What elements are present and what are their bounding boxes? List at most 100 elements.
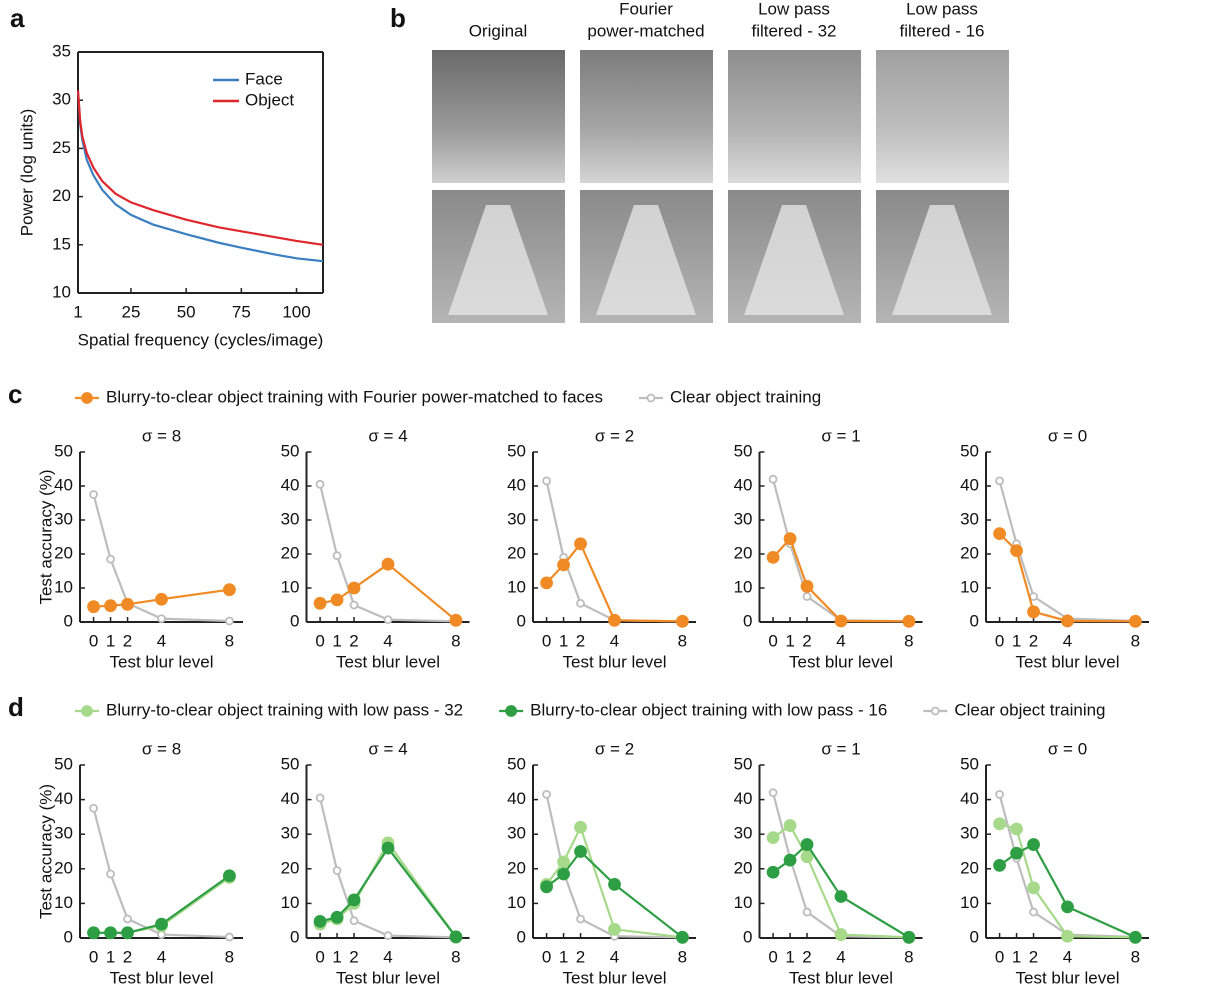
y-tick-label: 0 <box>970 927 979 946</box>
x-tick-label: 75 <box>232 302 251 321</box>
x-tick-label: 4 <box>836 631 845 650</box>
data-point <box>1061 900 1074 914</box>
column-header: Fourier <box>619 0 673 18</box>
data-point <box>574 537 587 551</box>
y-tick-label: 50 <box>281 754 300 773</box>
data-point <box>225 932 234 942</box>
x-tick-label: 1 <box>559 947 568 966</box>
y-axis-label: Test accuracy (%) <box>36 784 55 919</box>
y-tick-label: 30 <box>281 824 300 843</box>
y-tick-label: 40 <box>54 789 73 808</box>
y-tick-label: 20 <box>281 543 300 562</box>
y-tick-label: 20 <box>507 543 526 562</box>
x-tick-label: 0 <box>89 631 98 650</box>
y-tick-label: 10 <box>54 577 73 596</box>
data-point <box>330 910 344 924</box>
x-tick-label: 1 <box>73 302 82 321</box>
x-tick-label: 2 <box>1029 947 1038 966</box>
data-point <box>993 817 1006 831</box>
y-tick-label: 10 <box>734 577 753 596</box>
y-tick-label: 20 <box>734 858 753 877</box>
x-tick-label: 2 <box>576 631 585 650</box>
x-axis-label: Test blur level <box>110 652 214 671</box>
data-point <box>540 880 553 894</box>
data-point <box>574 845 587 858</box>
data-point <box>106 869 115 879</box>
data-point <box>800 838 814 851</box>
data-point <box>313 596 327 610</box>
column-header: Low pass <box>906 0 978 18</box>
chart-title: σ = 0 <box>1048 426 1087 445</box>
x-tick-label: 8 <box>678 947 687 966</box>
chart-title: σ = 2 <box>595 426 634 445</box>
x-tick-label: 1 <box>559 631 568 650</box>
series-line <box>772 823 909 939</box>
x-tick-label: 0 <box>995 947 1004 966</box>
y-tick-label: 0 <box>743 927 752 946</box>
y-tick-label: 50 <box>734 754 753 773</box>
y-tick-label: 0 <box>290 611 299 630</box>
data-point <box>332 866 342 875</box>
data-point <box>557 558 570 572</box>
y-tick-label: 50 <box>507 754 526 773</box>
chart-title: σ = 0 <box>1048 739 1087 758</box>
data-point <box>902 614 916 628</box>
x-tick-label: 0 <box>89 947 98 966</box>
data-point <box>89 490 98 499</box>
y-tick-label: 30 <box>734 824 753 843</box>
panel-label: c <box>8 379 22 409</box>
y-tick-label: 20 <box>54 543 73 562</box>
x-tick-label: 1 <box>1012 631 1021 650</box>
y-axis-label: Power (log units) <box>17 109 36 237</box>
x-tick-label: 1 <box>785 631 794 650</box>
data-point <box>123 914 132 924</box>
y-tick-label: 40 <box>960 475 979 494</box>
broom-shape <box>596 205 696 315</box>
series-line <box>772 536 909 623</box>
y-tick-label: 40 <box>281 789 300 808</box>
x-tick-label: 8 <box>678 631 687 650</box>
data-point <box>87 600 100 614</box>
data-point <box>313 914 327 928</box>
series-line <box>998 794 1136 939</box>
y-tick-label: 30 <box>960 824 979 843</box>
data-point <box>1027 881 1040 895</box>
data-point <box>993 527 1006 540</box>
legend-label: Blurry-to-clear object training with low… <box>530 700 887 719</box>
chart-title: σ = 8 <box>142 739 181 758</box>
data-point <box>557 867 570 881</box>
data-point <box>383 931 393 940</box>
image-elephant <box>876 50 1009 183</box>
y-tick-label: 10 <box>52 282 71 301</box>
image-elephant <box>432 50 565 183</box>
data-point <box>834 614 848 628</box>
chart-title: σ = 4 <box>368 739 407 758</box>
data-point <box>347 581 361 595</box>
y-tick-label: 0 <box>970 611 979 630</box>
data-point <box>557 855 570 869</box>
x-tick-label: 1 <box>785 947 794 966</box>
x-tick-label: 8 <box>225 947 234 966</box>
data-point <box>1061 614 1074 628</box>
data-point <box>768 474 778 484</box>
data-point <box>783 853 797 867</box>
x-tick-label: 2 <box>802 947 811 966</box>
broom-shape <box>744 205 844 315</box>
y-tick-label: 20 <box>281 858 300 877</box>
data-point <box>802 592 812 601</box>
x-tick-label: 2 <box>123 947 132 966</box>
x-tick-label: 8 <box>1131 631 1140 650</box>
panel-label: b <box>390 3 406 33</box>
y-tick-label: 50 <box>960 441 979 460</box>
data-point <box>834 890 848 903</box>
data-point <box>783 532 797 546</box>
data-point <box>995 476 1004 486</box>
y-tick-label: 30 <box>507 824 526 843</box>
x-tick-label: 2 <box>576 947 585 966</box>
broom-shape <box>448 205 548 315</box>
series-line <box>545 480 683 623</box>
data-point <box>349 916 359 926</box>
y-tick-label: 40 <box>960 789 979 808</box>
y-tick-label: 40 <box>734 789 753 808</box>
